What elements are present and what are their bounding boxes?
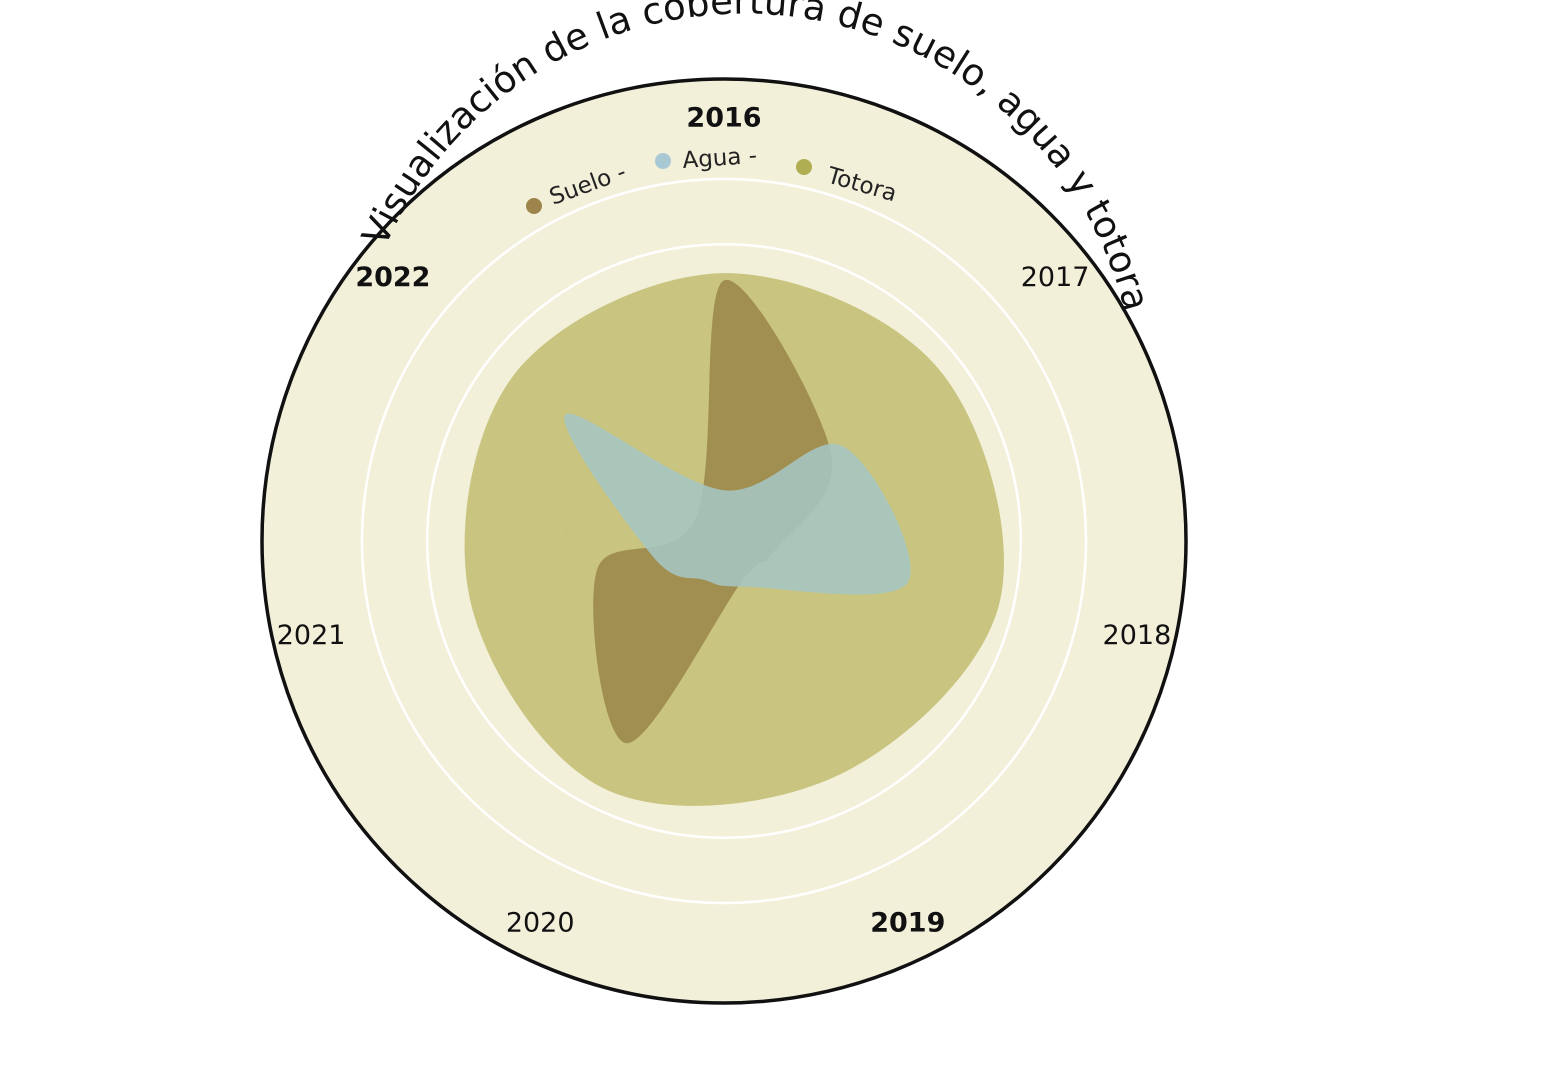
- category-label-2022: 2022: [355, 262, 430, 293]
- category-labels: 2016 2017 2018 2019 2020 2021 2022: [277, 103, 1172, 939]
- category-label-2020: 2020: [506, 908, 575, 939]
- legend-dot-agua: [655, 153, 671, 169]
- legend-dot-totora: [796, 159, 812, 175]
- category-label-2019: 2019: [870, 908, 945, 939]
- category-label-2017: 2017: [1021, 262, 1090, 293]
- grid-ring-5: [360, 177, 1088, 905]
- legend-label-agua: Agua -: [682, 143, 758, 174]
- category-label-2018: 2018: [1103, 620, 1172, 651]
- series-area-agua: [564, 413, 911, 595]
- category-label-2016: 2016: [686, 103, 761, 134]
- category-label-2021: 2021: [277, 620, 346, 651]
- series-areas: [464, 273, 1004, 806]
- grid-ring-4: [425, 242, 1023, 840]
- legend-dot-suelo: [526, 198, 542, 214]
